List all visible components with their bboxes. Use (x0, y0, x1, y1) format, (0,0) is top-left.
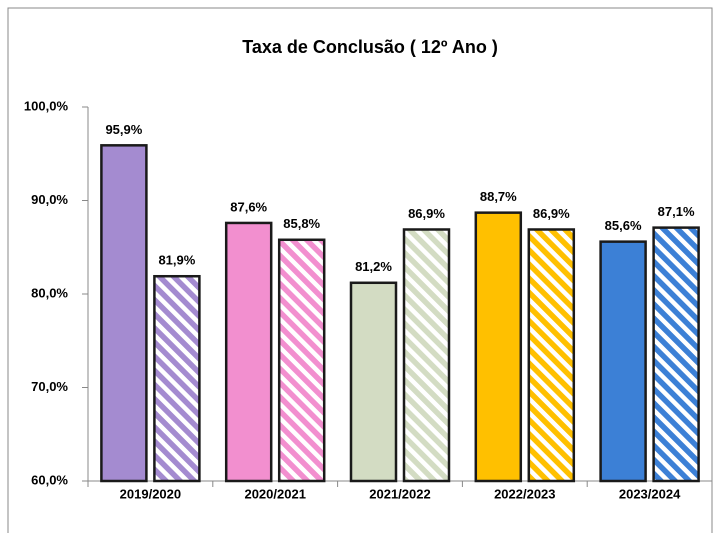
bar (527, 228, 576, 483)
chart-title: Taxa de Conclusão ( 12º Ano ) (242, 37, 498, 57)
bar (474, 211, 523, 483)
value-label: 81,2% (355, 259, 392, 274)
bar (153, 274, 201, 483)
value-label: 95,9% (105, 122, 142, 137)
value-label: 85,6% (605, 218, 642, 233)
value-label: 87,1% (658, 204, 695, 219)
y-tick-label: 80,0% (31, 285, 68, 300)
bar (100, 144, 148, 483)
x-tick-label: 2022/2023 (494, 486, 555, 501)
value-label: 86,9% (408, 206, 445, 221)
y-tick-label: 90,0% (31, 192, 68, 207)
bar (599, 240, 647, 483)
value-label: 81,9% (158, 253, 195, 268)
x-tick-label: 2019/2020 (120, 486, 181, 501)
y-tick-label: 100,0% (24, 98, 69, 113)
bar (652, 226, 700, 483)
y-tick-label: 70,0% (31, 379, 68, 394)
bar (277, 238, 326, 483)
bar (224, 221, 273, 483)
bar (402, 228, 451, 483)
value-label: 86,9% (533, 206, 570, 221)
x-tick-label: 2023/2024 (619, 486, 681, 501)
y-tick-label: 60,0% (31, 472, 68, 487)
x-tick-label: 2021/2022 (369, 486, 430, 501)
value-label: 88,7% (480, 189, 517, 204)
x-tick-label: 2020/2021 (244, 486, 305, 501)
value-label: 85,8% (283, 216, 320, 231)
bar (349, 281, 398, 483)
value-label: 87,6% (230, 199, 267, 214)
